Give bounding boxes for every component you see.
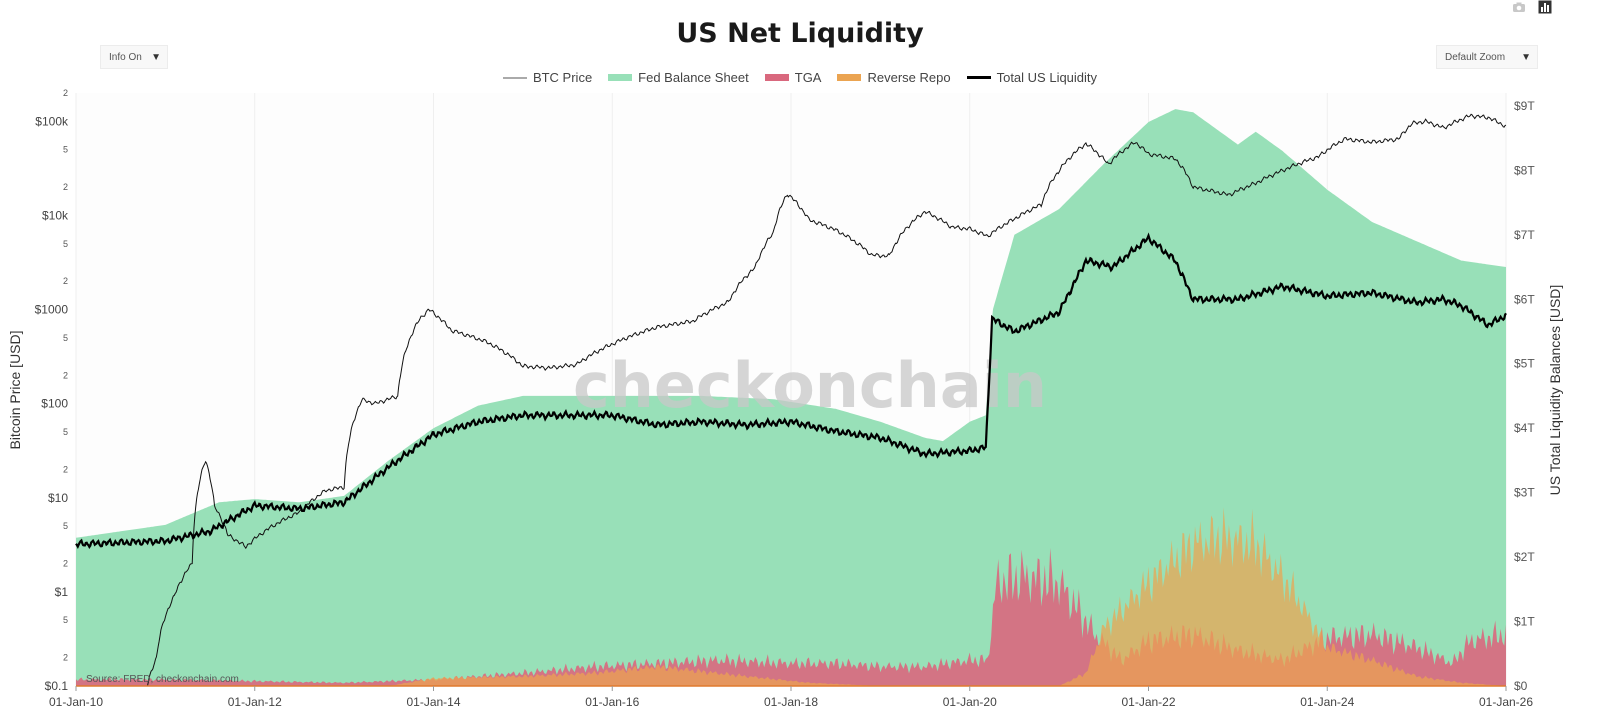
zoom-dropdown[interactable]: Default Zoom ▼ — [1436, 45, 1538, 69]
y-right-tick-label: $5T — [1514, 357, 1535, 371]
y-right-tick-label: $1T — [1514, 615, 1535, 629]
legend-label: Total US Liquidity — [996, 70, 1098, 85]
y-left-tick-label: $100 — [41, 397, 68, 411]
y-left-minor-tick-label: 5 — [63, 521, 68, 531]
y-left-minor-tick-label: 5 — [63, 333, 68, 343]
x-tick-label: 01-Jan-24 — [1300, 695, 1354, 709]
x-tick-label: 01-Jan-16 — [585, 695, 639, 709]
legend-item-reverse-repo[interactable]: Reverse Repo — [837, 70, 951, 85]
y-left-minor-tick-label: 2 — [63, 559, 68, 569]
y-right-tick-label: $4T — [1514, 421, 1535, 435]
legend-swatch-fed — [608, 74, 633, 81]
chevron-down-icon: ▼ — [151, 51, 161, 63]
y-left-minor-tick-label: 2 — [63, 464, 68, 474]
x-tick-label: 01-Jan-14 — [406, 695, 460, 709]
source-note: Source: FRED, checkonchain.com — [86, 674, 239, 685]
y-left-minor-tick-label: 5 — [63, 427, 68, 437]
info-toggle-dropdown[interactable]: Info On ▼ — [100, 45, 168, 69]
y-left-minor-tick-label: 2 — [63, 88, 68, 98]
legend-item-total-us-liquidity[interactable]: Total US Liquidity — [966, 70, 1098, 85]
x-tick-label: 01-Jan-22 — [1121, 695, 1175, 709]
legend-label: Reverse Repo — [867, 70, 951, 85]
y-left-tick-label: $0.1 — [45, 679, 69, 693]
y-left-minor-tick-label: 2 — [63, 182, 68, 192]
series-btc-price — [147, 113, 1507, 687]
legend-label: Fed Balance Sheet — [638, 70, 749, 85]
legend-swatch-total — [966, 76, 991, 79]
y-right-tick-label: $3T — [1514, 486, 1535, 500]
legend-item-tga[interactable]: TGA — [764, 70, 822, 85]
line-series — [75, 113, 1507, 687]
legend-swatch-tga — [764, 74, 789, 81]
y-right-tick-label: $7T — [1514, 228, 1535, 242]
right-y-axis: $0 $1T $2T $3T $4T $5T $6T $7T $8T $9T — [1514, 99, 1535, 693]
x-axis: 01-Jan-10 01-Jan-12 01-Jan-14 01-Jan-16 01-J… — [49, 686, 1533, 709]
area-series — [76, 109, 1506, 687]
x-tick-label: 01-Jan-18 — [764, 695, 818, 709]
y-left-minor-tick-label: 5 — [63, 239, 68, 249]
y-right-tick-label: $2T — [1514, 550, 1535, 564]
y-left-minor-tick-label: 5 — [63, 145, 68, 155]
legend-swatch-btc — [502, 76, 527, 79]
y-left-minor-tick-label: 2 — [63, 370, 68, 380]
zoom-dropdown-label: Default Zoom — [1445, 51, 1506, 63]
y-right-tick-label: $9T — [1514, 99, 1535, 113]
camera-icon[interactable] — [1512, 0, 1526, 14]
y-left-tick-label: $1 — [55, 585, 69, 599]
watermark: checkonchain — [573, 349, 1047, 422]
x-tick-label: 01-Jan-10 — [49, 695, 103, 709]
y-left-tick-label: $10 — [48, 491, 68, 505]
chart-title: US Net Liquidity — [676, 18, 924, 49]
bar-chart-icon[interactable] — [1538, 0, 1552, 14]
legend-label: BTC Price — [532, 70, 593, 85]
y-right-tick-label: $0 — [1514, 679, 1528, 693]
y-left-tick-label: $10k — [42, 208, 69, 222]
legend-label: TGA — [794, 70, 822, 85]
y-right-tick-label: $8T — [1514, 163, 1535, 177]
right-axis-title: US Total Liquidity Balances [USD] — [1547, 285, 1563, 496]
x-tick-label: 01-Jan-12 — [228, 695, 282, 709]
x-tick-label: 01-Jan-26 — [1479, 695, 1533, 709]
y-left-minor-tick-label: 2 — [63, 653, 68, 663]
series-total-us-liquidity — [75, 232, 1507, 550]
y-right-tick-label: $6T — [1514, 292, 1535, 306]
y-left-tick-label: $100k — [35, 114, 69, 128]
legend-item-fed-balance-sheet[interactable]: Fed Balance Sheet — [608, 70, 749, 85]
series-fed-balance-sheet — [76, 109, 1506, 687]
chevron-down-icon: ▼ — [1521, 51, 1531, 63]
y-left-minor-tick-label: 5 — [63, 615, 68, 625]
series-reverse-repo — [76, 507, 1506, 686]
legend-item-btc-price[interactable]: BTC Price — [502, 70, 593, 85]
y-left-tick-label: $1000 — [35, 303, 69, 317]
chart-legend: BTC Price Fed Balance Sheet TGA Reverse … — [0, 70, 1600, 85]
legend-swatch-rrp — [837, 74, 862, 81]
info-dropdown-label: Info On — [109, 51, 142, 63]
x-tick-label: 01-Jan-20 — [943, 695, 997, 709]
left-axis-title: Bitcoin Price [USD] — [7, 330, 23, 449]
y-left-minor-tick-label: 2 — [63, 276, 68, 286]
left-y-axis: $0.1 $1 $10 $100 $1000 $10k $100k 2 5 2 5 2 5 2 5 2 5 2 5 2 — [35, 88, 69, 693]
